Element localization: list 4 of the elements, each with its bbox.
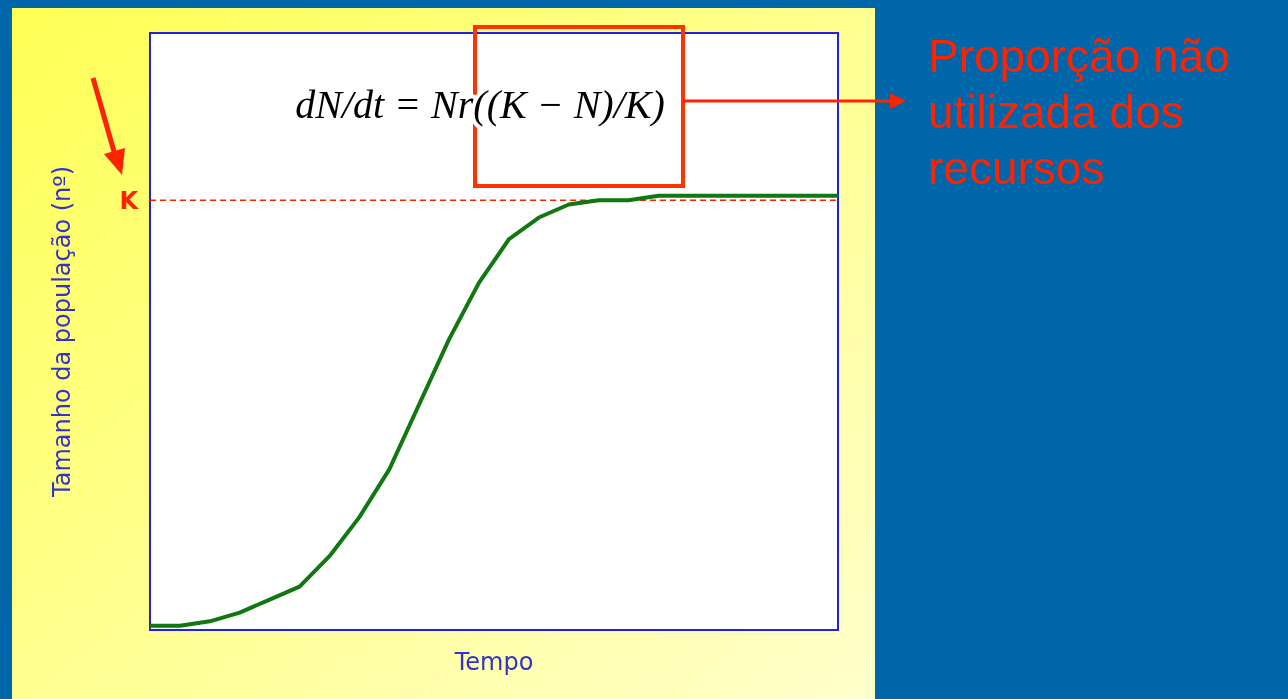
- text: Proporção não utilizada dos recursos: [928, 30, 1230, 194]
- x-axis-title: Tempo: [453, 648, 534, 676]
- ref-line-label: K: [119, 187, 140, 216]
- y-axis-title: Tamanho da população (nº): [48, 166, 76, 498]
